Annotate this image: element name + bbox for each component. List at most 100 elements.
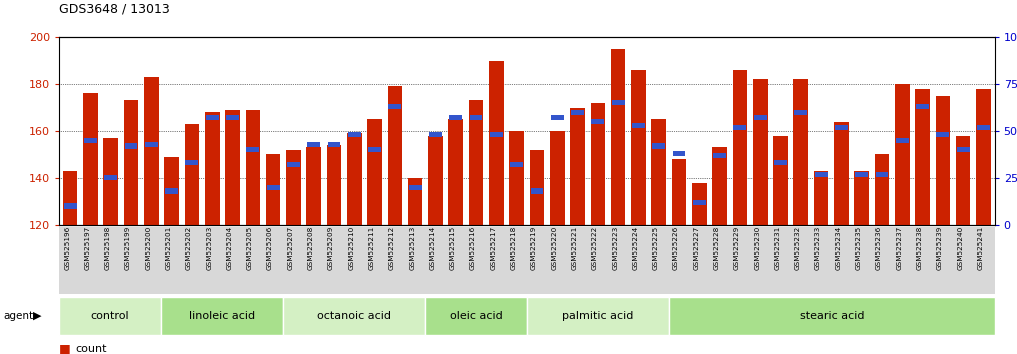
Bar <box>936 96 950 225</box>
Bar <box>367 119 382 225</box>
Bar <box>144 142 158 147</box>
Bar <box>204 112 220 225</box>
Bar <box>956 136 970 225</box>
Text: agent: agent <box>3 311 34 321</box>
Bar <box>428 136 442 225</box>
Bar <box>591 103 605 225</box>
Bar <box>875 154 889 225</box>
Bar <box>732 70 747 225</box>
Bar <box>611 49 625 225</box>
Bar <box>348 132 361 137</box>
Bar <box>571 108 585 225</box>
Bar <box>692 183 707 225</box>
Bar <box>773 136 788 225</box>
Bar <box>105 175 117 181</box>
Bar <box>448 119 463 225</box>
Bar <box>754 115 767 120</box>
Bar <box>572 110 584 115</box>
Bar <box>895 84 909 225</box>
Bar <box>652 143 665 149</box>
Bar <box>937 132 949 137</box>
Bar <box>368 147 381 152</box>
Bar <box>64 204 76 209</box>
Bar <box>693 200 706 205</box>
Bar <box>326 145 342 225</box>
Bar <box>835 125 848 130</box>
Bar <box>511 162 523 167</box>
Bar <box>854 171 869 225</box>
Bar <box>916 104 929 109</box>
Bar <box>83 93 98 225</box>
Bar <box>793 79 809 225</box>
Bar <box>165 188 178 194</box>
Bar <box>490 132 502 137</box>
Bar <box>855 172 869 177</box>
Bar <box>470 115 482 120</box>
Bar <box>814 171 829 225</box>
Bar <box>266 185 280 190</box>
Bar <box>225 110 240 225</box>
Bar <box>896 138 909 143</box>
Bar <box>957 147 969 152</box>
Bar <box>489 61 503 225</box>
Bar <box>144 77 159 225</box>
Bar <box>671 159 686 225</box>
Bar <box>915 89 930 225</box>
Bar <box>286 150 301 225</box>
Bar <box>408 178 422 225</box>
Bar <box>876 172 889 177</box>
Bar <box>387 86 402 225</box>
Bar <box>469 101 483 225</box>
Text: oleic acid: oleic acid <box>450 311 502 321</box>
Bar <box>510 131 524 225</box>
Text: count: count <box>75 344 107 354</box>
Bar <box>124 101 138 225</box>
Bar <box>429 132 442 137</box>
Text: ▶: ▶ <box>33 311 41 321</box>
Bar <box>450 115 462 120</box>
Bar <box>307 142 320 147</box>
Bar <box>245 110 260 225</box>
Bar <box>550 131 564 225</box>
Bar <box>652 119 666 225</box>
Text: linoleic acid: linoleic acid <box>188 311 255 321</box>
Bar <box>794 110 807 115</box>
Text: GDS3648 / 13013: GDS3648 / 13013 <box>59 3 170 16</box>
Bar <box>753 79 768 225</box>
Bar <box>388 104 402 109</box>
Bar <box>347 133 362 225</box>
Bar <box>226 115 239 120</box>
Text: ■: ■ <box>59 342 71 354</box>
Bar <box>63 171 77 225</box>
Bar <box>713 153 726 158</box>
Bar <box>733 125 746 130</box>
Bar <box>165 157 179 225</box>
Bar <box>592 119 604 124</box>
Text: stearic acid: stearic acid <box>799 311 864 321</box>
Bar <box>531 188 543 194</box>
Bar <box>185 124 199 225</box>
Bar <box>976 89 991 225</box>
Bar <box>672 151 685 156</box>
Bar <box>327 142 341 147</box>
Bar <box>774 160 787 165</box>
Text: octanoic acid: octanoic acid <box>317 311 391 321</box>
Text: palmitic acid: palmitic acid <box>562 311 634 321</box>
Bar <box>530 150 544 225</box>
Bar <box>815 172 828 177</box>
Bar <box>205 115 219 120</box>
Bar <box>125 143 137 149</box>
Bar <box>551 115 563 120</box>
Bar <box>632 70 646 225</box>
Bar <box>84 138 97 143</box>
Bar <box>306 147 321 225</box>
Bar <box>977 125 990 130</box>
Bar <box>265 154 281 225</box>
Bar <box>185 160 198 165</box>
Bar <box>409 185 422 190</box>
Bar <box>104 138 118 225</box>
Bar <box>287 162 300 167</box>
Bar <box>632 123 645 128</box>
Bar <box>246 147 259 152</box>
Bar <box>712 147 727 225</box>
